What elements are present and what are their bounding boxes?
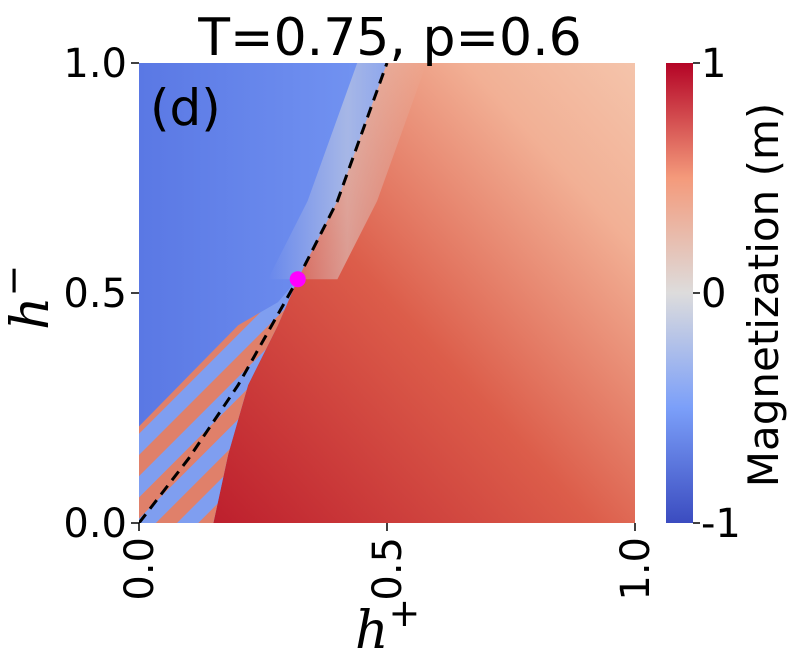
x-axis-label: h+ xyxy=(355,591,420,661)
y-axis-label: h− xyxy=(0,265,61,330)
colorbar-tick-label: 0 xyxy=(701,271,726,317)
y-axis-ticks: 0.0 0.5 1.0 xyxy=(63,41,139,547)
colorbar-gradient xyxy=(666,63,693,523)
x-tick-label: 0.5 xyxy=(365,537,411,601)
colorbar-ticks: 1 0 -1 xyxy=(693,41,741,547)
colorbar-tick-label: 1 xyxy=(701,41,726,87)
panel-label: (d) xyxy=(150,79,221,137)
colorbar-label: Magnetization (m) xyxy=(739,103,788,488)
x-tick-label: 0.0 xyxy=(117,537,163,601)
colorbar-tick-label: -1 xyxy=(701,501,741,547)
positive-magnetization-region xyxy=(213,63,635,523)
heatmap-plot-area xyxy=(139,63,635,523)
x-tick-label: 1.0 xyxy=(613,537,659,601)
transition-dashed-line xyxy=(139,63,389,523)
x-axis-ticks: 0.0 0.5 1.0 xyxy=(117,523,659,601)
coexistence-hatched-region xyxy=(139,279,298,523)
transition-fade-band xyxy=(268,63,427,280)
y-tick-label: 0.5 xyxy=(63,271,127,317)
critical-point-marker xyxy=(289,271,306,288)
y-tick-label: 1.0 xyxy=(63,41,127,87)
y-tick-label: 0.0 xyxy=(63,501,127,547)
chart-title: T=0.75, p=0.6 xyxy=(197,8,581,68)
